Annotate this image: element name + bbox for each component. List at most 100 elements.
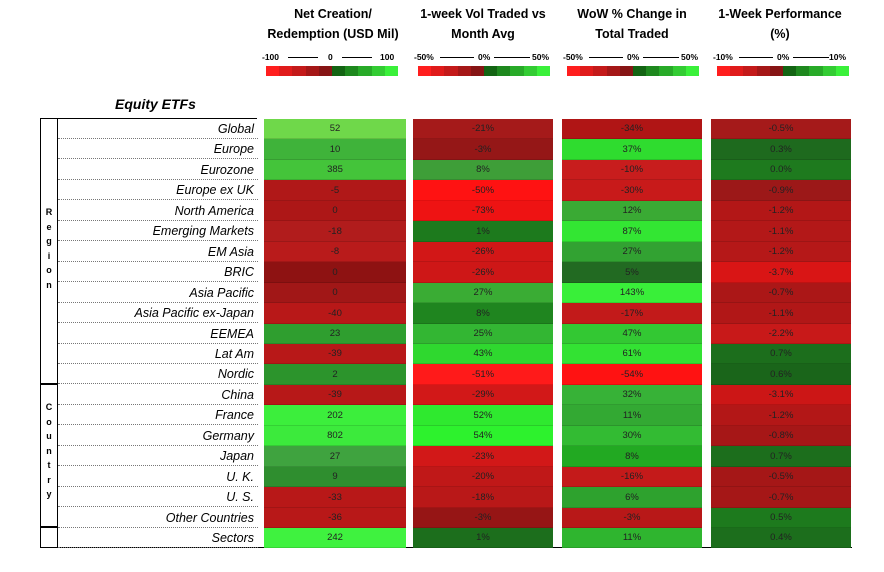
- heatmap-cell: 54%: [413, 426, 553, 446]
- scale-max-label: 100: [380, 52, 395, 62]
- row-label: EEMEA: [58, 324, 258, 344]
- scale-swatch: [619, 66, 634, 76]
- heatmap-cell: -34%: [562, 119, 702, 139]
- header-line1: 1-Week Performance: [718, 7, 842, 21]
- scale-swatch: [358, 66, 372, 76]
- row-label: Asia Pacific ex-Japan: [58, 303, 258, 323]
- heatmap-cell: 23: [264, 324, 406, 344]
- heatmap-cell: -1.1%: [711, 303, 851, 324]
- heatmap-cell: 242: [264, 528, 406, 548]
- group-sectors: [40, 527, 58, 548]
- header-vol-traded: 1-week Vol Traded vs Month Avg: [408, 4, 558, 44]
- scale-swatch: [332, 66, 346, 76]
- heatmap-cell: 0.5%: [711, 508, 851, 528]
- group-region-letter: n: [46, 279, 52, 290]
- header-line2: (%): [770, 27, 790, 41]
- scale-swatch: [371, 66, 385, 76]
- row-label-text: North America: [174, 204, 254, 218]
- header-line1: 1-week Vol Traded vs: [420, 7, 546, 21]
- scale-gradient-strip: [418, 66, 551, 76]
- scale-swatch: [484, 66, 498, 76]
- row-label-text: Other Countries: [165, 511, 254, 525]
- heatmap-cell: -26%: [413, 262, 553, 283]
- scale-swatch: [783, 66, 797, 76]
- heatmap-cell: 61%: [562, 344, 702, 364]
- scale-mid-label: 0%: [777, 52, 790, 62]
- heatmap-cell: 8%: [413, 303, 553, 324]
- scale-swatch: [470, 66, 485, 76]
- group-region-letter: e: [46, 221, 52, 232]
- scale-swatch: [384, 66, 399, 76]
- heatmap-cell: 10: [264, 139, 406, 160]
- row-label-text: U. S.: [226, 490, 254, 504]
- heatmap-cell: -40: [264, 303, 406, 324]
- scale-swatch: [835, 66, 850, 76]
- heatmap-cell: -3%: [562, 508, 702, 528]
- scale-swatch: [646, 66, 660, 76]
- heatmap-cell: -0.8%: [711, 426, 851, 446]
- scale-swatch: [431, 66, 445, 76]
- heatmap-cell: 0.0%: [711, 160, 851, 180]
- heatmap-cell: 9: [264, 467, 406, 487]
- row-label: France: [58, 405, 258, 425]
- row-label: Sectors: [58, 528, 258, 548]
- row-label: Japan: [58, 446, 258, 466]
- group-country-letter: u: [46, 431, 52, 441]
- row-label: Lat Am: [58, 344, 258, 364]
- section-title: Equity ETFs: [115, 96, 196, 112]
- header-line1: Net Creation/: [294, 7, 372, 21]
- group-country: C o u n t r y: [40, 384, 58, 527]
- row-label: U. S.: [58, 487, 258, 507]
- heatmap-cell: 87%: [562, 221, 702, 242]
- scale-swatch: [606, 66, 620, 76]
- group-region-letter: R: [45, 207, 53, 217]
- scale-left-arrow-line: [440, 57, 474, 58]
- header-line2: Redemption (USD Mil): [267, 27, 399, 41]
- heatmap-cell: 0.4%: [711, 528, 851, 548]
- heatmap-cell: 11%: [562, 405, 702, 426]
- header-line1: WoW % Change in: [577, 7, 687, 21]
- header-wow-change: WoW % Change in Total Traded: [557, 4, 707, 44]
- heatmap-cell: -1.1%: [711, 221, 851, 242]
- scale-right-arrow-line: [793, 57, 829, 58]
- scale-swatch: [444, 66, 458, 76]
- heatmap-cell: -36: [264, 508, 406, 528]
- heatmap-cell: 1%: [413, 221, 553, 242]
- group-country-letter: t: [47, 460, 51, 470]
- heatmap-cell: -51%: [413, 364, 553, 385]
- heatmap-cell: -21%: [413, 119, 553, 139]
- row-label: Europe ex UK: [58, 180, 258, 200]
- row-label-text: Asia Pacific ex-Japan: [134, 306, 254, 320]
- group-region: R e g i o n: [40, 118, 58, 384]
- color-scale-performance: -10% 0% 10%: [713, 52, 853, 78]
- scale-swatch: [418, 66, 432, 76]
- heatmap-cell: -1.2%: [711, 242, 851, 262]
- row-label: Eurozone: [58, 160, 258, 180]
- heatmap-cell: -39: [264, 385, 406, 405]
- row-label: U. K.: [58, 467, 258, 487]
- scale-swatch: [457, 66, 471, 76]
- row-label-text: Global: [217, 122, 254, 136]
- heatmap-cell: 8%: [562, 446, 702, 467]
- row-label-text: France: [215, 408, 254, 422]
- heatmap-cell: 0: [264, 262, 406, 283]
- scale-swatch: [809, 66, 823, 76]
- scale-swatch: [730, 66, 744, 76]
- heatmap-cell: -0.7%: [711, 283, 851, 303]
- heatmap-cell: 47%: [562, 324, 702, 344]
- row-label: Global: [58, 119, 258, 139]
- heatmap-cell: 0.6%: [711, 364, 851, 385]
- header-performance: 1-Week Performance (%): [705, 4, 855, 44]
- scale-gradient-strip: [717, 66, 850, 76]
- heatmap-cell: -30%: [562, 180, 702, 201]
- scale-swatch: [567, 66, 581, 76]
- scale-min-label: -50%: [414, 52, 434, 62]
- row-label-text: Europe: [213, 142, 254, 156]
- heatmap-cell: 27%: [562, 242, 702, 262]
- heatmap-cell: 0.3%: [711, 139, 851, 160]
- scale-swatch: [717, 66, 731, 76]
- heatmap-cell: 37%: [562, 139, 702, 160]
- heatmap-cell: 52%: [413, 405, 553, 426]
- scale-mid-label: 0: [328, 52, 333, 62]
- row-label-text: U. K.: [226, 470, 254, 484]
